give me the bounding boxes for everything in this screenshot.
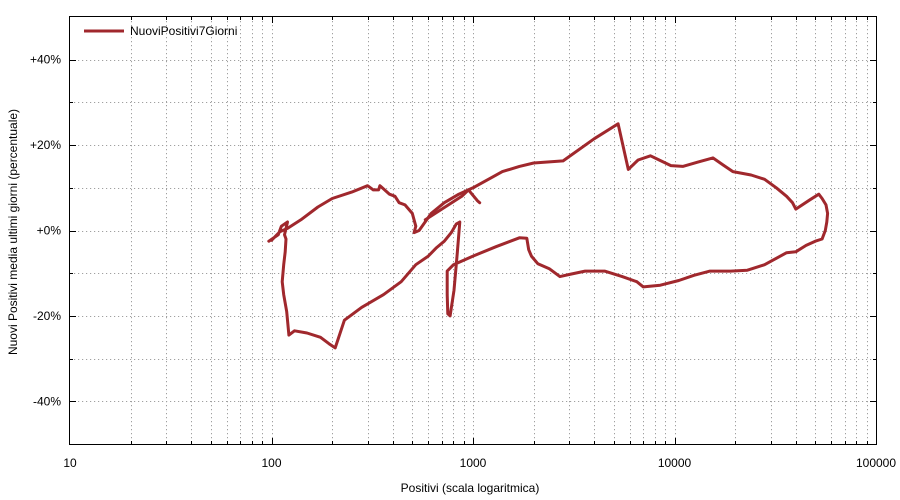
series-line-1	[423, 188, 482, 222]
series-layer	[267, 122, 830, 350]
plot-frame	[69, 16, 877, 445]
x-tick-label: 100000	[856, 456, 896, 470]
legend-label: NuoviPositivi7Giorni	[130, 24, 237, 38]
y-tick-label: -40%	[33, 394, 61, 408]
y-tick-label: -20%	[33, 309, 61, 323]
y-tick-label: +20%	[30, 138, 61, 152]
x-tick-label: 100	[261, 456, 281, 470]
series-line-0	[267, 122, 830, 350]
x-tick-label: 1000	[460, 456, 487, 470]
y-axis-label: Nuovi Positivi media ultimi giorni (perc…	[6, 109, 20, 355]
y-tick-label: +40%	[30, 53, 61, 67]
x-axis-label: Positivi (scala logaritmica)	[401, 481, 540, 495]
x-tick-label: 10000	[658, 456, 692, 470]
y-tick-label: +0%	[37, 224, 62, 238]
x-tick-label: 10	[63, 456, 77, 470]
tick-layer: 10 100 1000 10000 100000 -40% -20% +0% +20% +40%	[30, 17, 896, 470]
legend: NuoviPositivi7Giorni	[84, 24, 237, 38]
grid-layer	[70, 17, 876, 444]
